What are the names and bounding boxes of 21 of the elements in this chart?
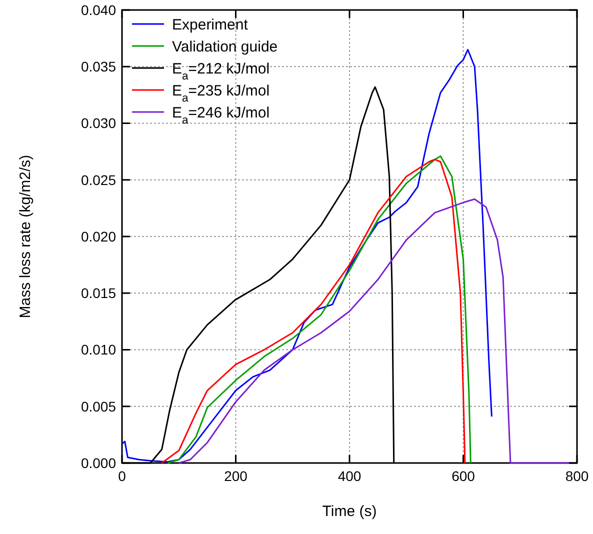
y-tick-label: 0.030 [80,115,116,132]
y-tick-label: 0.010 [80,342,116,358]
y-tick-label: 0.005 [80,398,116,414]
y-tick-label: 0.015 [80,285,116,302]
legend-label: E$_{a}$=246 kJ/mol [172,104,270,126]
legend-label: Validation guide [172,38,278,56]
x-tick-label: 400 [338,468,362,484]
y-tick-label: 0.040 [80,2,116,18]
x-axis-title: Time (s) [322,503,377,520]
legend-label: E$_{a}$=235 kJ/mol [172,82,270,104]
legend-label: E$_{a}$=212 kJ/mol [172,60,270,82]
x-tick-label: 200 [224,468,248,484]
x-tick-label: 0 [118,468,126,484]
y-tick-label: 0.035 [80,58,116,75]
y-tick-label: 0.020 [80,228,116,244]
y-tick-label: 0.025 [80,172,116,188]
x-tick-label: 800 [565,468,589,484]
legend-label: Experiment [172,16,249,34]
x-tick-label: 600 [452,468,476,484]
y-axis-title: Mass loss rate (kg/m2/s) [17,154,34,318]
y-tick-label: 0.000 [80,454,116,471]
